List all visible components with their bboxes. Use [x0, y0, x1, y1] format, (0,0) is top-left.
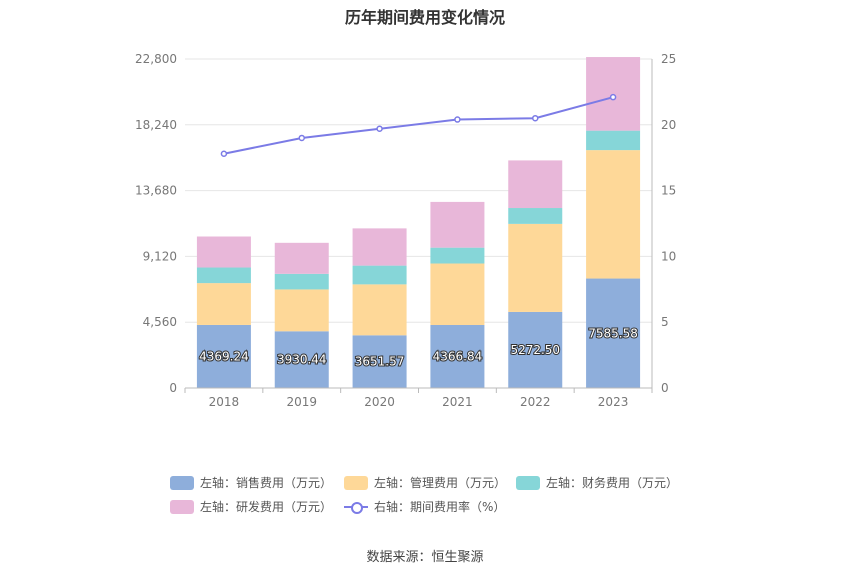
legend-label-rate: 右轴：期间费用率（%） [374, 500, 506, 514]
bar-segment [508, 160, 563, 209]
legend-item-rate[interactable]: 右轴：期间费用率（%） [344, 498, 505, 515]
bar-segment [508, 311, 563, 388]
rate-line-point [532, 114, 539, 122]
x-axis-tick-label: 2021 [442, 395, 473, 409]
x-axis-tick-label: 2022 [520, 395, 551, 409]
x-axis-tick-label: 2020 [364, 395, 395, 409]
bar-segment [508, 208, 563, 224]
bar-segment [196, 236, 251, 268]
chart-title: 历年期间费用变化情况 [344, 8, 505, 27]
bar-data-label: 4369.24 [199, 349, 249, 363]
legend-label-finance: 左轴：财务费用（万元） [546, 476, 679, 490]
bar-stacks [196, 57, 641, 388]
left-axis-tick-label: 4,560 [143, 315, 177, 329]
legend-swatch-rnd [170, 499, 194, 514]
right-axis-tick-label: 20 [661, 118, 676, 132]
bar-segment [352, 265, 407, 285]
bar-segment [586, 130, 641, 151]
legend-swatch-admin [344, 475, 368, 490]
legend-item-sales[interactable]: 左轴：销售费用（万元） [170, 474, 332, 491]
bar-segment [586, 150, 641, 279]
legend-swatch-finance [516, 475, 540, 490]
left-axis-tick-label: 18,240 [135, 118, 177, 132]
bar-segment [352, 335, 407, 388]
bar-segment [196, 283, 251, 325]
data-source: 数据来源：恒生聚源 [366, 550, 484, 565]
legend-line-marker [344, 500, 368, 514]
bar-segment [508, 223, 563, 312]
bar-data-label: 3930.44 [277, 353, 327, 367]
left-axis-tick-label: 13,680 [135, 184, 177, 198]
legend-item-rnd[interactable]: 左轴：研发费用（万元） [170, 498, 332, 515]
bar-segment [352, 284, 407, 336]
legend-label-admin: 左轴：管理费用（万元） [374, 476, 507, 490]
bar-segment [274, 242, 329, 274]
x-axis-tick-label: 2023 [598, 395, 629, 409]
right-axis-tick-label: 0 [661, 381, 669, 395]
legend-swatch-sales [170, 475, 194, 490]
right-axis-tick-label: 15 [661, 184, 676, 198]
bar-segment [586, 278, 641, 388]
bar-segment [586, 57, 641, 131]
rate-line-point [454, 116, 461, 123]
rate-line-path [223, 96, 614, 155]
left-axis-tick-label: 0 [169, 381, 177, 395]
rate-line-point [220, 150, 228, 158]
x-axis-tick-label: 2019 [286, 395, 317, 409]
grid-lines [185, 58, 652, 323]
legend-item-finance[interactable]: 左轴：财务费用（万元） [516, 474, 678, 491]
x-axis-tick-label: 2018 [209, 395, 240, 409]
rate-line [220, 93, 617, 158]
rate-line-point [609, 93, 617, 101]
left-axis-tick-label: 22,800 [135, 52, 177, 66]
bar-segment [196, 267, 251, 284]
rate-line-point [376, 125, 383, 132]
bar-data-label: 7585.58 [588, 326, 638, 340]
bar-data-label: 3651.57 [355, 355, 405, 369]
bar-segment [352, 228, 407, 266]
rate-line-point [298, 134, 305, 142]
bar-segment [274, 289, 329, 332]
bar-data-labels: 4369.24 3930.44 3651.57 4366.84 5272.50 7585.… [198, 325, 639, 369]
bar-data-label: 5272.50 [510, 343, 560, 357]
bar-segment [430, 201, 485, 248]
right-axis-tick-label: 5 [661, 315, 669, 329]
bar-segment [274, 331, 329, 388]
bar-segment [430, 324, 485, 388]
bar-data-label: 4366.84 [433, 349, 483, 363]
legend-label-sales: 左轴：销售费用（万元） [200, 476, 333, 490]
bar-segment [430, 247, 485, 264]
left-axis-tick-label: 9,120 [143, 249, 177, 263]
right-axis-tick-label: 25 [661, 52, 676, 66]
bar-segment [430, 263, 485, 325]
bar-segment [196, 324, 251, 388]
bar-segment [274, 273, 329, 290]
legend-item-admin[interactable]: 左轴：管理费用（万元） [344, 474, 506, 491]
axes: 0 0 4,560 5 9,120 10 13,680 15 18,240 20 22,800 25 2… [135, 52, 676, 409]
right-axis-tick-label: 10 [661, 249, 676, 263]
legend-label-rnd: 左轴：研发费用（万元） [200, 500, 333, 514]
